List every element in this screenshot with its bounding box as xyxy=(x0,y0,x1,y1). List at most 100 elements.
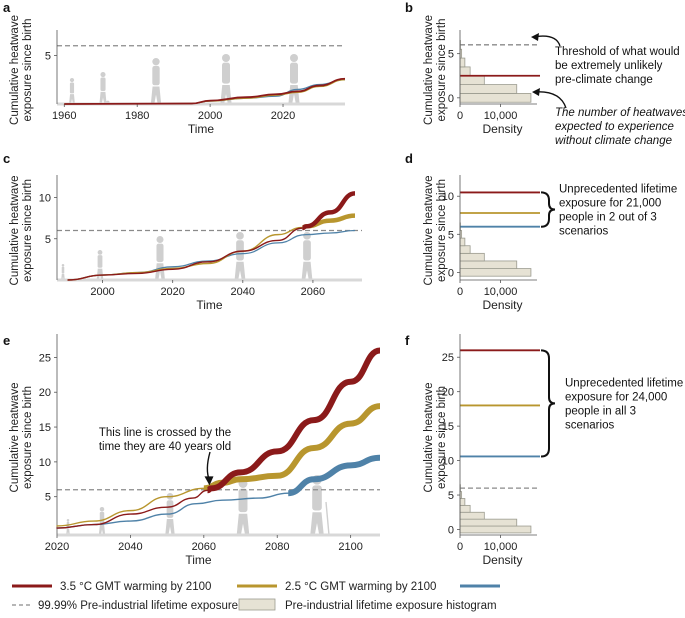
x-axis-label: Density xyxy=(482,553,522,567)
histogram-bar xyxy=(459,75,485,85)
y-tick-label: 5 xyxy=(45,492,51,504)
x-axis-label: Time xyxy=(188,122,215,136)
y-tick-label: 25 xyxy=(442,352,454,364)
arrow-icon xyxy=(206,451,211,481)
x-tick-label: 0 xyxy=(457,541,463,553)
histogram-bar xyxy=(459,525,532,534)
series-line-s35-unprecedented xyxy=(302,191,356,231)
x-tick-label: 1960 xyxy=(52,110,76,122)
y-tick-label: 5 xyxy=(45,234,51,246)
person-silhouette-icon xyxy=(310,475,330,536)
x-tick-label: 0 xyxy=(457,286,463,298)
x-tick-label: 2020 xyxy=(160,286,184,298)
y-axis-label: Cumulative heatwaveexposure since birth xyxy=(9,176,34,286)
person-silhouette-icon xyxy=(236,479,250,535)
person-silhouette-icon xyxy=(288,54,300,104)
y-tick-label: 20 xyxy=(442,387,454,399)
x-tick-label: 2020 xyxy=(271,110,295,122)
panel-label: a xyxy=(3,0,11,15)
histogram-bar xyxy=(459,57,466,68)
person-silhouette-icon xyxy=(220,54,232,104)
histogram-bar xyxy=(459,66,471,77)
y-tick-label: 5 xyxy=(448,490,454,502)
person-silhouette-icon xyxy=(150,58,162,104)
x-axis-label: Density xyxy=(482,122,522,136)
annotation-text: Unprecedented lifetime xyxy=(559,184,677,196)
legend-label: Pre-industrial lifetime exposure histogr… xyxy=(285,600,497,612)
x-tick-label: 2040 xyxy=(118,541,142,553)
annotation-text: people in 2 out of 3 xyxy=(559,212,657,224)
panel-e: e 5 10 15 20 25 2020 2040 2060 2080 2100 Time Cumula… xyxy=(3,333,381,567)
series-line-s35-early xyxy=(67,227,303,281)
series-line-s35 xyxy=(64,77,346,105)
y-axis-label: Cumulative heatwaveexposure since birth xyxy=(423,15,448,125)
series-line-s35-early xyxy=(56,489,209,529)
histogram-bar xyxy=(459,260,518,269)
legend-item: 3.5 °C GMT warming by 2100 xyxy=(12,581,211,593)
panel-label: c xyxy=(3,151,10,166)
x-axis-label: Time xyxy=(196,298,223,312)
y-tick-label: 25 xyxy=(39,352,51,364)
y-tick-label: 5 xyxy=(45,50,51,62)
y-tick-label: 20 xyxy=(39,387,51,399)
person-silhouette-icon xyxy=(99,72,110,105)
x-tick-label: 2060 xyxy=(192,541,216,553)
x-axis-band xyxy=(57,102,345,106)
y-tick-label: 10 xyxy=(39,193,51,205)
x-tick-label: 10,000 xyxy=(484,110,518,122)
series-line-s15 xyxy=(67,229,355,281)
histogram-bar xyxy=(459,268,532,277)
x-tick-label: 0 xyxy=(457,110,463,122)
x-tick-label: 10,000 xyxy=(484,541,518,553)
y-tick-label: 5 xyxy=(448,49,454,61)
legend: 3.5 °C GMT warming by 2100 2.5 °C GMT war… xyxy=(12,581,500,612)
y-axis-label: Cumulative heatwaveexposure since birth xyxy=(9,383,34,493)
panel-label: b xyxy=(405,0,413,15)
annotation-text: Threshold of what would xyxy=(555,46,680,58)
histogram-bar xyxy=(459,84,518,94)
y-axis-label: Cumulative heatwaveexposure since birth xyxy=(9,15,34,125)
person-silhouette-icon xyxy=(96,250,104,280)
x-axis-label: Time xyxy=(185,553,212,567)
person-silhouette-icon xyxy=(155,236,165,280)
x-tick-label: 2000 xyxy=(198,110,222,122)
histogram-bar xyxy=(459,245,471,254)
x-tick-label: 2020 xyxy=(45,541,69,553)
annotation-text: be extremely unlikely xyxy=(555,60,663,72)
annotation-text: time they are 40 years old xyxy=(99,441,231,453)
y-axis-label: Cumulative heatwaveexposure since birth xyxy=(423,383,448,493)
annotation-text: exposure for 21,000 xyxy=(559,198,661,210)
annotation-text: people in all 3 xyxy=(565,405,636,417)
y-tick-label: 10 xyxy=(442,456,454,468)
x-tick-label: 10,000 xyxy=(484,286,518,298)
x-axis-band xyxy=(57,533,380,537)
annotation-text: without climate change xyxy=(555,135,672,147)
y-tick-label: 10 xyxy=(39,457,51,469)
annotation-text: This line is crossed by the xyxy=(99,427,231,439)
legend-swatch-hist xyxy=(238,598,276,611)
y-tick-label: 0 xyxy=(448,524,454,536)
annotation-text: expected to experience xyxy=(555,121,674,133)
x-tick-label: 2100 xyxy=(338,541,362,553)
panel-label: e xyxy=(3,333,10,348)
annotation-text: scenarios xyxy=(565,419,614,431)
x-tick-label: 2060 xyxy=(301,286,325,298)
histogram-bar xyxy=(459,504,471,513)
histogram-bar xyxy=(459,498,466,506)
legend-label: 3.5 °C GMT warming by 2100 xyxy=(60,581,211,593)
y-tick-label: 0 xyxy=(448,267,454,279)
x-axis-band xyxy=(57,278,362,282)
person-silhouette-icon xyxy=(301,232,313,280)
x-tick-label: 2000 xyxy=(90,286,114,298)
histogram-bar xyxy=(459,252,485,262)
series-line-s25-early xyxy=(56,487,205,527)
panel-c: c 5 10 2000 2020 2040 2060 Time Cumulative heatw… xyxy=(3,151,362,312)
annotation-text: Unprecedented lifetime xyxy=(565,377,683,389)
arrow-head-icon xyxy=(204,476,214,486)
y-tick-label: 15 xyxy=(442,421,454,433)
series-line-s25-early xyxy=(67,226,303,281)
